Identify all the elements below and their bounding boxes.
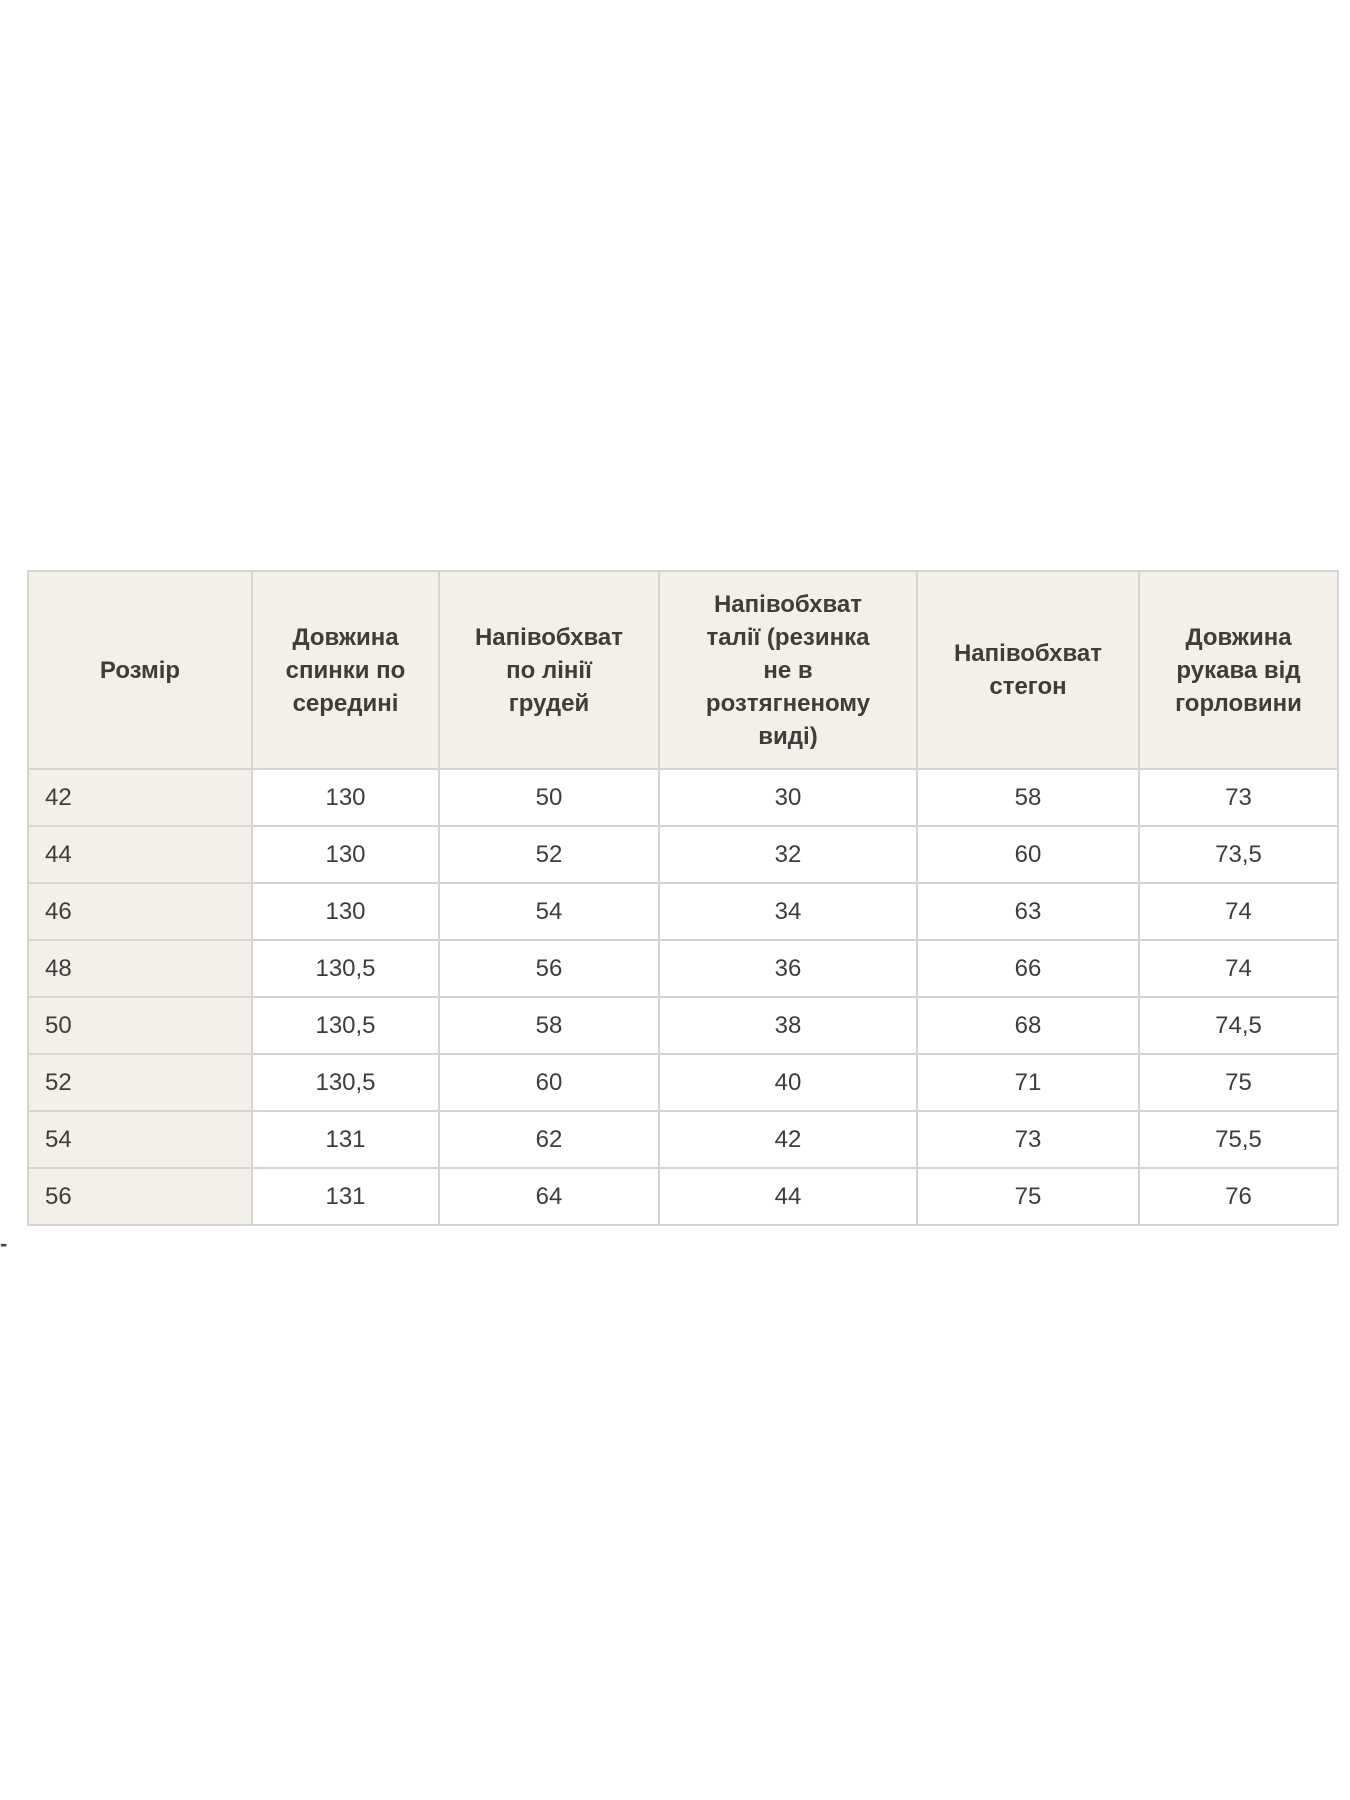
value-cell: 40 [658,1053,918,1112]
value-cell: 42 [658,1110,918,1169]
value-cell: 130,5 [251,939,440,998]
value-cell: 38 [658,996,918,1055]
value-cell: 73,5 [1138,825,1339,884]
value-cell: 58 [916,768,1140,827]
value-cell: 130 [251,825,440,884]
value-cell: 58 [438,996,660,1055]
column-header-6: Довжина рукава від горловини [1138,570,1339,770]
table-row: 44 130 52 32 60 73,5 [27,825,1339,884]
value-cell: 60 [438,1053,660,1112]
size-cell: 54 [27,1110,253,1169]
size-cell: 46 [27,882,253,941]
value-cell: 36 [658,939,918,998]
value-cell: 32 [658,825,918,884]
value-cell: 71 [916,1053,1140,1112]
size-chart: Розмір Довжина спинки по середині Напівобх… [27,570,1339,1226]
table-row: 48 130,5 56 36 66 74 [27,939,1339,998]
value-cell: 60 [916,825,1140,884]
table-row: 46 130 54 34 63 74 [27,882,1339,941]
table-row: 50 130,5 58 38 68 74,5 [27,996,1339,1055]
size-cell: 50 [27,996,253,1055]
stray-dash-mark: - [0,1231,8,1256]
size-cell: 52 [27,1053,253,1112]
value-cell: 34 [658,882,918,941]
value-cell: 74 [1138,882,1339,941]
table-row: 54 131 62 42 73 75,5 [27,1110,1339,1169]
value-cell: 74,5 [1138,996,1339,1055]
value-cell: 131 [251,1167,440,1226]
size-cell: 56 [27,1167,253,1226]
value-cell: 63 [916,882,1140,941]
size-cell: 42 [27,768,253,827]
value-cell: 75 [916,1167,1140,1226]
column-header-4: Напівобхват талії (резинка не в розтягне… [658,570,918,770]
column-header-3: Напівобхват по лінії грудей [438,570,660,770]
table-row: 56 131 64 44 75 76 [27,1167,1339,1226]
value-cell: 54 [438,882,660,941]
size-cell: 48 [27,939,253,998]
value-cell: 73 [1138,768,1339,827]
value-cell: 68 [916,996,1140,1055]
value-cell: 44 [658,1167,918,1226]
value-cell: 75,5 [1138,1110,1339,1169]
table-row: 52 130,5 60 40 71 75 [27,1053,1339,1112]
value-cell: 76 [1138,1167,1339,1226]
value-cell: 56 [438,939,660,998]
value-cell: 62 [438,1110,660,1169]
size-chart-table: Розмір Довжина спинки по середині Напівобх… [27,570,1339,1226]
value-cell: 52 [438,825,660,884]
table-body: 42 130 50 30 58 73 44 130 52 32 60 73,5 46 130 54 34 63 7… [27,768,1339,1226]
value-cell: 75 [1138,1053,1339,1112]
table-row: 42 130 50 30 58 73 [27,768,1339,827]
column-header-2: Довжина спинки по середині [251,570,440,770]
value-cell: 64 [438,1167,660,1226]
value-cell: 130 [251,768,440,827]
value-cell: 50 [438,768,660,827]
header-row: Розмір Довжина спинки по середині Напівобх… [27,570,1339,770]
value-cell: 30 [658,768,918,827]
value-cell: 130,5 [251,996,440,1055]
value-cell: 66 [916,939,1140,998]
value-cell: 73 [916,1110,1140,1169]
value-cell: 130 [251,882,440,941]
column-header-5: Напівобхват стегон [916,570,1140,770]
value-cell: 74 [1138,939,1339,998]
size-cell: 44 [27,825,253,884]
value-cell: 131 [251,1110,440,1169]
table-header: Розмір Довжина спинки по середині Напівобх… [27,570,1339,770]
value-cell: 130,5 [251,1053,440,1112]
column-header-1: Розмір [27,570,253,770]
